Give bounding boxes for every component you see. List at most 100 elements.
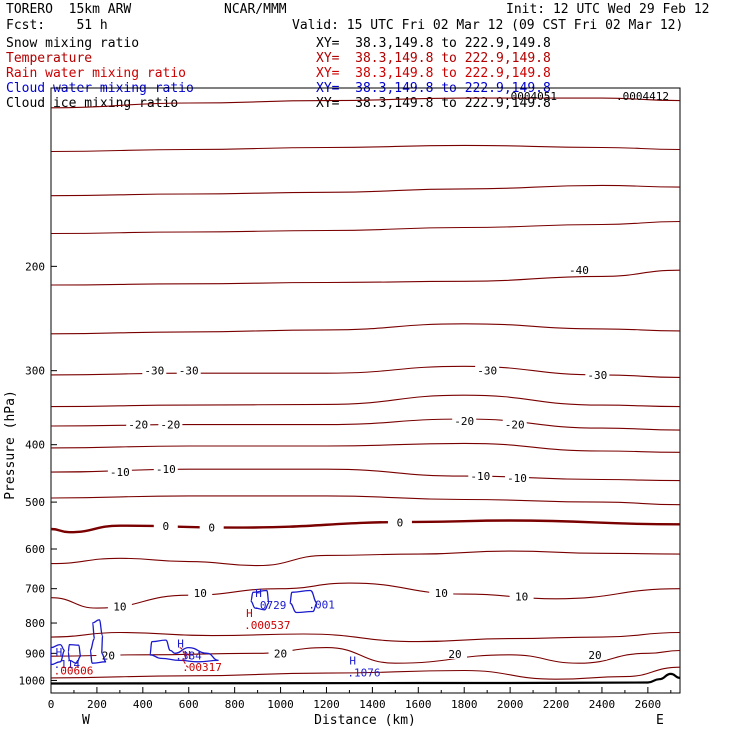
temperature-contour-label: -20 — [128, 419, 148, 432]
y-tick-label: 300 — [25, 365, 45, 378]
temperature-contour — [50, 323, 681, 335]
x-tick-label: 2000 — [497, 698, 524, 711]
temperature-contour-label: 0 — [397, 516, 404, 529]
y-tick-label: 600 — [25, 543, 45, 556]
x-tick-label: 400 — [133, 698, 153, 711]
contour-label-bg — [443, 647, 468, 659]
y-tick-label: 700 — [25, 583, 45, 596]
temperature-contour — [50, 184, 681, 197]
temperature-contour-label: 0 — [208, 522, 215, 535]
high-marker: H — [255, 587, 262, 600]
temperature-contour — [50, 468, 681, 482]
temperature-contour-label: 20 — [448, 648, 461, 661]
high-value: .00606 — [54, 664, 94, 677]
legend-rain: Rain water mixing ratio — [6, 66, 187, 81]
annotations: H.0729.001H.000537H.384H.00317H.114.0060… — [54, 587, 381, 680]
temperature-contour-label: 10 — [435, 587, 448, 600]
contour-label-bg — [107, 466, 132, 478]
temperature-contour-label: 20 — [274, 647, 287, 660]
max-label: .0004412 — [616, 90, 669, 103]
x-tick-label: 800 — [225, 698, 245, 711]
contour-label-bg — [96, 649, 121, 661]
rain-water-contour — [179, 647, 189, 668]
x-tick-label: 1600 — [405, 698, 432, 711]
high-value: .0729 — [253, 599, 286, 612]
temperature-contour-label: -30 — [179, 365, 199, 378]
temperature-contour-label: -10 — [156, 463, 176, 476]
cloud-water-contour — [289, 589, 318, 614]
x-tick-label: 0 — [48, 698, 55, 711]
high-value: .384 — [175, 650, 202, 663]
temperature-contour-label: -20 — [160, 419, 180, 432]
plot-frame — [50, 87, 681, 694]
temperature-contour — [50, 647, 681, 664]
west-label: W — [82, 713, 90, 728]
temperature-contour — [50, 519, 681, 534]
east-label: E — [656, 713, 664, 728]
contour-label-bg — [176, 364, 201, 376]
contour-label-bg — [429, 587, 454, 599]
y-tick-label: 200 — [25, 260, 45, 273]
contour-label-bg — [126, 418, 151, 430]
temperature-contour-label: 10 — [113, 600, 126, 613]
temperature-contour — [50, 394, 681, 408]
temperature-contour-label: -10 — [507, 472, 527, 485]
y-tick-label: 800 — [25, 617, 45, 630]
contour-label-bg — [268, 647, 293, 659]
contour-label-bg — [142, 364, 167, 376]
contour-label-bg — [199, 521, 224, 533]
legend-snow: Snow mixing ratio — [6, 36, 140, 51]
cloud-water-contour — [250, 589, 270, 611]
temperature-contour-label: 10 — [194, 587, 207, 600]
x-tick-label: 1000 — [267, 698, 294, 711]
x-tick-label: 1400 — [359, 698, 386, 711]
x-tick-label: 2200 — [543, 698, 570, 711]
x-tick-label: 600 — [179, 698, 199, 711]
high-value: .001 — [308, 599, 335, 612]
temperature-contour-label: -30 — [587, 369, 607, 382]
temperature-contour-label: -30 — [477, 365, 497, 378]
cloud-water-contour — [149, 639, 219, 663]
y-tick-label: 500 — [25, 496, 45, 509]
temperature-contour — [50, 269, 681, 286]
y-tick-label: 1000 — [19, 674, 46, 687]
model-title: TORERO 15km ARW — [6, 2, 132, 17]
temperature-contour-label: -30 — [144, 365, 164, 378]
high-value: .00317 — [182, 661, 222, 674]
x-tick-label: 200 — [87, 698, 107, 711]
x-tick-label: 2600 — [635, 698, 662, 711]
x-axis-label: Distance (km) — [314, 713, 416, 728]
temperature-contour — [50, 666, 681, 680]
contour-label-bg — [387, 516, 412, 528]
contour-label-bg — [505, 471, 530, 483]
contour-label-bg — [475, 364, 500, 376]
temperature-contour — [50, 550, 681, 567]
temperature-contour-label: -10 — [470, 470, 490, 483]
contour-label-bg — [153, 463, 178, 475]
valid-time: Valid: 15 UTC Fri 02 Mar 12 (09 CST Fri … — [292, 18, 684, 33]
x-tick-label: 1800 — [451, 698, 478, 711]
cloud-water-contour — [67, 643, 82, 664]
legend-snow-xy: XY= 38.3,149.8 to 222.9,149.8 — [316, 36, 551, 51]
contour-label-bg — [583, 648, 608, 660]
legend-temperature: Temperature — [6, 51, 93, 66]
legend-temperature-xy: XY= 38.3,149.8 to 222.9,149.8 — [316, 51, 551, 66]
temperature-contour-label: 0 — [162, 520, 169, 533]
forecast-hour: Fcst: 51 h — [6, 18, 108, 33]
contour-label-bg — [509, 590, 534, 602]
center-title: NCAR/MMM — [224, 2, 287, 17]
high-marker: H — [177, 638, 184, 651]
temperature-contour — [50, 631, 681, 643]
temperature-contour — [50, 97, 681, 109]
temperature-contour-label: -20 — [454, 415, 474, 428]
temperature-contour-label: -10 — [110, 466, 130, 479]
x-tick-label: 2400 — [589, 698, 616, 711]
contour-label-bg — [188, 587, 213, 599]
cloud-water-contour — [89, 619, 107, 664]
temperature-contour — [50, 442, 681, 453]
contour-label-bg — [452, 415, 477, 427]
cloud-water-contours — [50, 589, 318, 668]
temperature-contour-label: -40 — [569, 264, 589, 277]
temperature-contours: -40 -30 -30 -30 -30 -20 -20 -20 -20 -10 -10 -10 -10 0… — [50, 97, 681, 680]
